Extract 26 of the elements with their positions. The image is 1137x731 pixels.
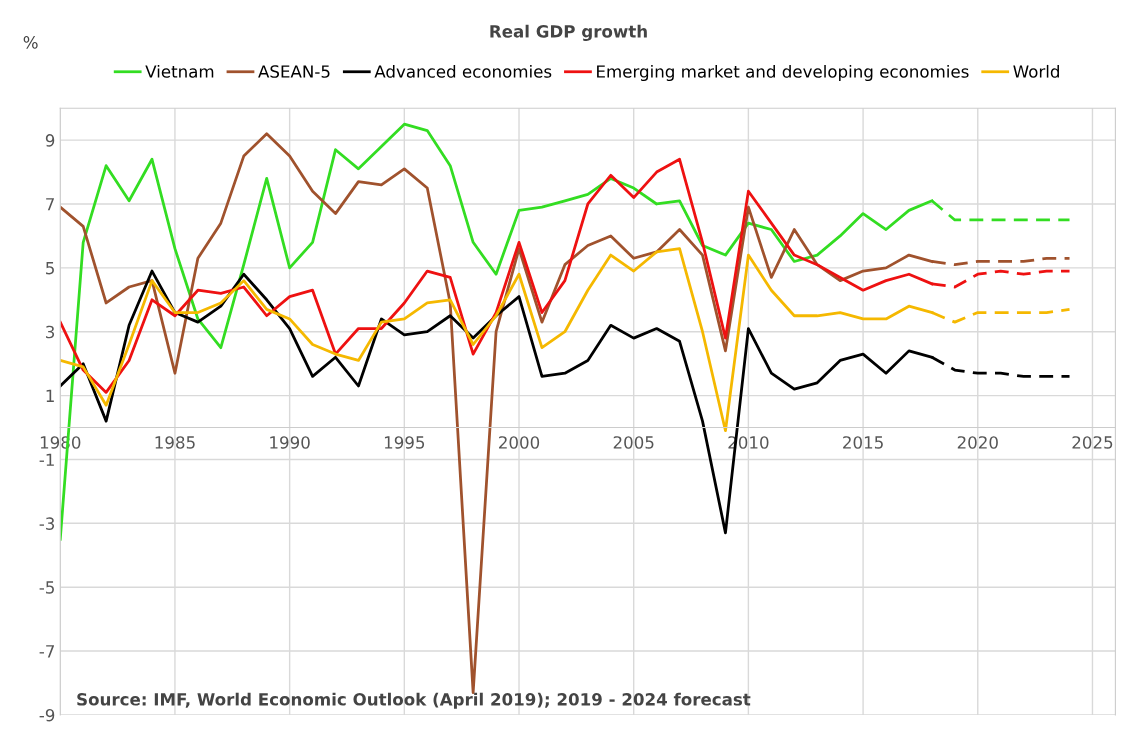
x-tick-label: 1985	[155, 436, 195, 449]
y-tick-label: -1	[39, 453, 54, 466]
x-tick-label: 2005	[613, 436, 654, 449]
x-tick-label: 1995	[384, 436, 425, 449]
chart-title: Real GDP growth	[490, 24, 647, 42]
y-tick-label: 9	[45, 134, 55, 147]
x-tick-label: 2000	[499, 436, 540, 449]
y-tick-label: 3	[46, 325, 55, 339]
y-tick-label: 1	[46, 389, 54, 402]
legend-label: Emerging market and developing economies	[597, 64, 969, 82]
legend-label: ASEAN-5	[258, 65, 330, 78]
legend-label: Advanced economies	[374, 64, 552, 78]
x-tick-label: 2020	[957, 436, 998, 449]
x-tick-label: 2025	[1072, 436, 1113, 449]
y-tick-label: 7	[46, 198, 54, 211]
y-tick-label: -9	[39, 708, 55, 722]
x-tick-label: 2015	[843, 436, 883, 449]
y-axis-title: %	[23, 36, 38, 49]
y-tick-label: -3	[39, 517, 55, 530]
legend-label: Vietnam	[145, 64, 214, 78]
y-tick-label: 5	[46, 262, 54, 275]
annotation: Source: IMF, World Economic Outlook (April 2019); 2019 - 2024 forecast	[77, 692, 751, 709]
y-tick-label: -7	[39, 645, 54, 658]
y-tick-label: -5	[39, 581, 54, 594]
legend-label: World	[1013, 64, 1059, 78]
x-tick-label: 1990	[270, 436, 310, 449]
